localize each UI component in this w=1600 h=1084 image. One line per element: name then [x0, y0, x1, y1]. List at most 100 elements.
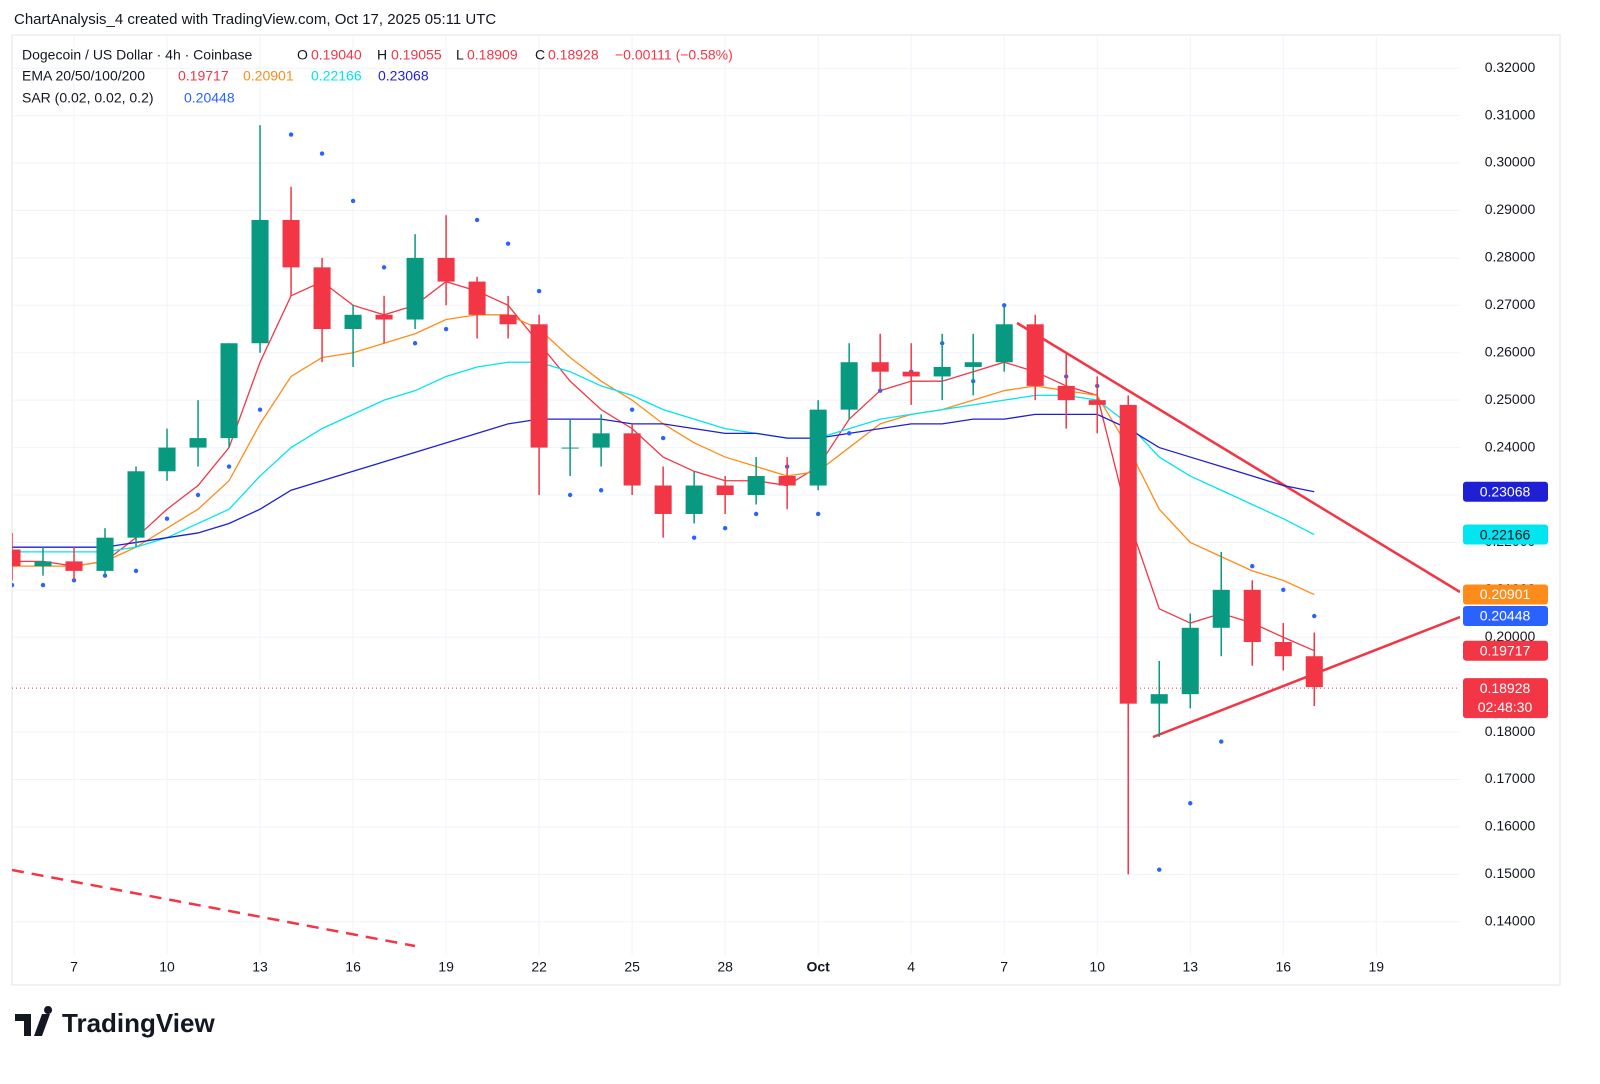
sar-dot — [12, 582, 15, 588]
x-tick-label: 19 — [438, 959, 454, 975]
ohlc-label: H — [377, 47, 387, 63]
price-tag — [1463, 640, 1548, 661]
candle-body — [530, 324, 548, 448]
sar-dot — [846, 431, 852, 436]
sar-dot — [412, 341, 418, 346]
x-tick-label: 16 — [345, 959, 361, 975]
sar-dot — [350, 198, 356, 204]
candle-body — [1181, 627, 1199, 695]
candle-body — [406, 257, 424, 320]
x-tick-label: Oct — [806, 959, 830, 975]
change: −0.00111 (−0.58%) — [615, 47, 733, 63]
y-tick-label: 0.20000 — [1485, 628, 1536, 644]
candle-body — [127, 471, 145, 538]
candle-body — [1274, 642, 1292, 657]
candle-body — [1119, 404, 1137, 704]
candle-body — [1150, 694, 1168, 704]
sar-dot — [505, 241, 511, 246]
sar-dot — [598, 488, 604, 493]
candle-body — [158, 447, 176, 472]
candle-body — [933, 366, 951, 377]
sar-dot — [660, 435, 666, 441]
trendline — [12, 868, 416, 948]
chart-frame — [11, 34, 1561, 986]
candle-body — [623, 433, 641, 486]
sar-name: SAR (0.02, 0.02, 0.2) — [22, 90, 154, 106]
y-tick-label: 0.14000 — [1485, 913, 1536, 929]
candle-body — [282, 219, 300, 268]
candle-body — [871, 362, 889, 372]
candle-body — [902, 371, 920, 377]
price-tag-label: 0.23068 — [1480, 483, 1531, 499]
y-tick-label: 0.32000 — [1485, 59, 1536, 75]
price-tag-label: 0.20901 — [1480, 586, 1531, 602]
y-tick-label: 0.25000 — [1485, 391, 1536, 407]
sar-dot — [1281, 587, 1286, 593]
x-tick-label: 10 — [1089, 959, 1105, 975]
y-tick-label: 0.30000 — [1485, 154, 1536, 170]
candle-body — [1212, 589, 1230, 628]
ohlc-label: C — [535, 47, 545, 63]
sar-dot — [164, 516, 170, 521]
y-tick-label: 0.31000 — [1485, 106, 1536, 122]
sar-value: 0.20448 — [184, 90, 235, 106]
sar-dot — [1188, 801, 1193, 806]
sar-dot — [257, 407, 263, 412]
candle-body — [654, 485, 672, 514]
footer: TradingView — [62, 1008, 215, 1038]
candle-body — [375, 314, 393, 320]
x-tick-label: 13 — [252, 959, 268, 975]
candle-body — [778, 476, 796, 486]
candle-body — [840, 362, 858, 410]
logo-icon — [15, 1006, 53, 1036]
candle-body — [251, 219, 269, 344]
logo: TradingView — [15, 1006, 215, 1038]
candle-body — [1026, 324, 1044, 386]
x-tick-label: 4 — [907, 959, 915, 975]
candle-body — [685, 485, 703, 514]
y-tick-label: 0.26000 — [1485, 343, 1536, 359]
y-tick-label: 0.29000 — [1485, 201, 1536, 217]
x-tick-label: 16 — [1275, 959, 1291, 975]
ohlc-value: 0.18928 — [548, 47, 599, 63]
price-tag — [1463, 606, 1548, 627]
candle-body — [1088, 400, 1106, 405]
candle-body — [313, 267, 331, 330]
x-tick-label: 28 — [717, 959, 733, 975]
sar-dot — [381, 265, 387, 270]
sar-dot — [226, 464, 232, 469]
ohlc-value: 0.19040 — [311, 47, 362, 63]
price-tag — [1463, 584, 1548, 605]
candle-body — [716, 485, 734, 495]
price-tag-label: 0.18928 — [1480, 680, 1531, 696]
y-tick-label: 0.27000 — [1485, 296, 1536, 312]
candle-body — [995, 324, 1013, 363]
sar-dot — [288, 132, 294, 137]
candle-body — [1305, 656, 1323, 688]
x-tick-label: 19 — [1368, 959, 1384, 975]
legend: Dogecoin / US Dollar · 4h · Coinbase O 0… — [22, 47, 733, 106]
y-tick-label: 0.16000 — [1485, 818, 1536, 834]
y-tick-label: 0.24000 — [1485, 438, 1536, 454]
sar-dot — [40, 582, 46, 588]
sar-dot — [722, 525, 728, 531]
candle-body — [220, 343, 238, 439]
sar-dot — [753, 511, 759, 517]
sar-dot — [815, 511, 821, 517]
price-tag — [1463, 524, 1548, 545]
price-tag — [1463, 481, 1548, 502]
ohlc-label: O — [297, 47, 308, 63]
ema-name: EMA 20/50/100/200 — [22, 68, 145, 84]
y-tick-label: 0.28000 — [1485, 249, 1536, 265]
sar-dot — [629, 407, 635, 412]
x-tick-label: 22 — [531, 959, 547, 975]
x-tick-label: 10 — [159, 959, 175, 975]
candle-body — [437, 257, 455, 282]
candle-body — [561, 447, 579, 449]
sar-dot — [567, 492, 573, 498]
sar-dot — [195, 492, 201, 498]
sar-dot — [691, 535, 697, 540]
plot — [12, 125, 1460, 948]
sar-dot — [1157, 867, 1162, 872]
